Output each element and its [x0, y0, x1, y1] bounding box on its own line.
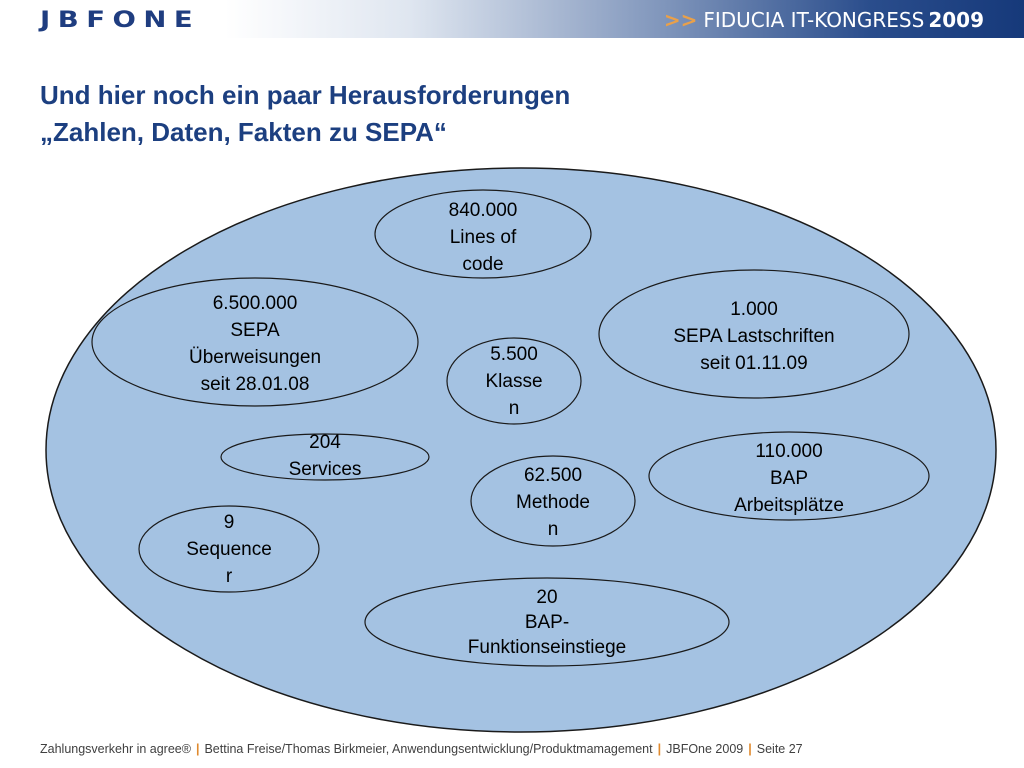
congress-arrows: >> [663, 8, 698, 32]
bubble-label-line: seit 01.11.09 [700, 353, 807, 374]
bubble-label-line: 9 [224, 512, 235, 533]
footer-separator: | [748, 742, 752, 756]
bubble-shape [91, 277, 419, 407]
bubble-shape [220, 433, 430, 481]
congress-name: FIDUCIA IT-KONGRESS [703, 8, 925, 32]
bubble-label-line: SEPA [230, 320, 280, 341]
bubble-shape [138, 505, 320, 593]
bubble-funktionseinstiege: 20 BAP- Funktionseinstiege [364, 577, 730, 667]
bubble-shape [364, 577, 730, 667]
bubble-services: 204 Services [220, 432, 430, 481]
bubble-layer: 840.000 Lines of code 6.500.000 SEPA Überweis… [91, 189, 930, 667]
footer-separator: | [657, 742, 662, 756]
bubble-bap-arbeitsplaetze: 110.000 BAP Arbeitsplätze [648, 431, 930, 521]
bubble-label-line: 5.500 [490, 344, 538, 365]
bubble-label-line: 840.000 [449, 200, 518, 221]
bubble-shape [648, 431, 930, 521]
footer-event: JBFOne 2009 [666, 742, 744, 756]
bubble-sepa-lastschriften: 1.000 SEPA Lastschriften seit 01.11.09 [598, 269, 910, 399]
bubble-label-line: Klasse [485, 371, 542, 392]
bubble-label-line: Funktionseinstiege [468, 637, 626, 658]
bubble-methoden: 62.500 Methode n [470, 455, 636, 547]
bubble-sepa-ueberweisungen: 6.500.000 SEPA Überweisungen seit 28.01.08 [91, 277, 419, 407]
footer-page: Seite 27 [756, 742, 803, 756]
bubble-label-line: 110.000 [755, 441, 822, 462]
footer-separator: | [195, 742, 200, 756]
bubble-label-line: seit 28.01.08 [201, 374, 310, 395]
bubble-label-line: n [509, 398, 520, 419]
footer: Zahlungsverkehr in agree® | Bettina Freise… [40, 742, 803, 756]
bubble-klassen: 5.500 Klasse n [446, 337, 582, 425]
bubble-label-line: Methode [516, 492, 590, 513]
bubble-shape [446, 337, 582, 425]
header-band [0, 0, 1024, 38]
slide-title: Und hier noch ein paar Herausforderungen [40, 80, 571, 110]
bubble-shape [374, 189, 592, 279]
bubble-label-line: code [462, 254, 503, 275]
bubble-label-line: BAP [770, 468, 808, 489]
bubble-shape [598, 269, 910, 399]
bubble-label-line: BAP- [525, 612, 569, 633]
bubble-label-line: SEPA Lastschriften [673, 326, 834, 347]
bubble-label-line: r [226, 566, 233, 587]
congress-banner: >> FIDUCIA IT-KONGRESS 2009 [664, 7, 984, 33]
jbfone-logo: JBFONE [40, 6, 193, 34]
bubble-label-line: 20 [536, 587, 557, 608]
bubble-label-line: Sequence [186, 539, 272, 560]
footer-topic: Zahlungsverkehr in agree® [40, 742, 191, 756]
bubble-label-line: 204 [309, 432, 341, 453]
logo-text: JBFONE [40, 7, 201, 33]
bubble-label-line: Services [289, 459, 362, 480]
bubble-label-line: Lines of [450, 227, 517, 248]
footer-authors: Bettina Freise/Thomas Birkmeier, Anwendu… [204, 742, 653, 756]
bubble-sequencer: 9 Sequence r [138, 505, 320, 593]
bubble-label-line: 6.500.000 [213, 293, 298, 314]
bubble-label-line: Arbeitsplätze [734, 495, 844, 516]
slide-subtitle: „Zahlen, Daten, Fakten zu SEPA“ [40, 117, 447, 147]
congress-year: 2009 [928, 8, 984, 32]
bubble-label-line: Überweisungen [189, 347, 321, 368]
bubble-shape [470, 455, 636, 547]
bubble-lines-of-code: 840.000 Lines of code [374, 189, 592, 279]
bubble-label-line: 62.500 [524, 465, 582, 486]
bubble-label-line: n [548, 519, 559, 540]
bubble-label-line: 1.000 [730, 299, 778, 320]
